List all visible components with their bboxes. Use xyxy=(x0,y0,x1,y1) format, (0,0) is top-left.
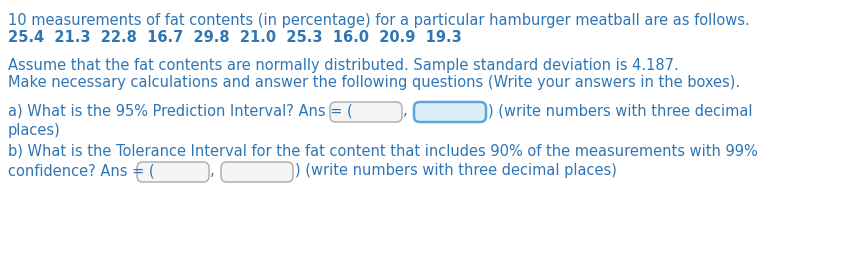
Text: Assume that the fat contents are normally distributed. Sample standard deviation: Assume that the fat contents are normall… xyxy=(8,58,679,73)
Text: ,: , xyxy=(403,103,408,118)
Text: b) What is the Tolerance Interval for the fat content that includes 90% of the m: b) What is the Tolerance Interval for th… xyxy=(8,143,758,158)
Text: ) (write numbers with three decimal: ) (write numbers with three decimal xyxy=(488,103,753,118)
FancyBboxPatch shape xyxy=(137,162,209,182)
Text: places): places) xyxy=(8,123,61,138)
Text: ) (write numbers with three decimal places): ) (write numbers with three decimal plac… xyxy=(295,163,617,178)
Text: 10 measurements of fat contents (in percentage) for a particular hamburger meatb: 10 measurements of fat contents (in perc… xyxy=(8,13,749,28)
FancyBboxPatch shape xyxy=(330,102,402,122)
FancyBboxPatch shape xyxy=(221,162,293,182)
Text: a) What is the 95% Prediction Interval? Ans = (: a) What is the 95% Prediction Interval? … xyxy=(8,103,352,118)
Text: confidence? Ans = (: confidence? Ans = ( xyxy=(8,163,154,178)
Text: 25.4  21.3  22.8  16.7  29.8  21.0  25.3  16.0  20.9  19.3: 25.4 21.3 22.8 16.7 29.8 21.0 25.3 16.0 … xyxy=(8,30,462,45)
Text: Make necessary calculations and answer the following questions (Write your answe: Make necessary calculations and answer t… xyxy=(8,75,740,90)
Text: ,: , xyxy=(210,163,215,178)
FancyBboxPatch shape xyxy=(414,102,486,122)
